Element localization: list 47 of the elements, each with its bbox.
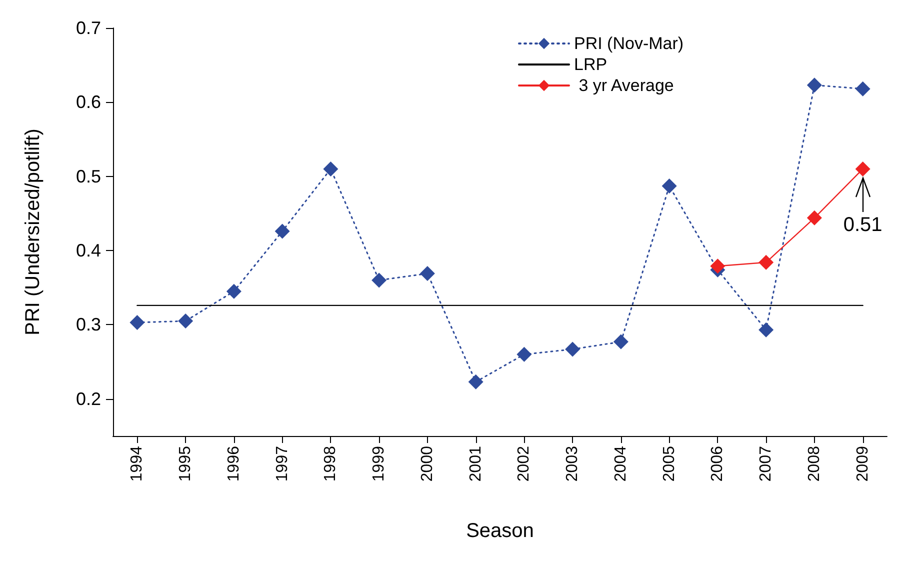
point [420, 266, 435, 282]
x-tick-label: 2003 [564, 446, 582, 482]
y-tick-label: 0.6 [76, 92, 101, 112]
y-tick-label: 0.2 [76, 388, 101, 409]
point [613, 334, 628, 350]
y-tick-label: 0.4 [76, 240, 101, 261]
point [130, 315, 145, 330]
point [710, 258, 726, 274]
x-tick-label: 1998 [322, 446, 340, 482]
y-tick-label: 0.5 [76, 166, 101, 186]
x-tick-label: 1996 [225, 446, 242, 482]
y-tick-label: 0.3 [76, 314, 101, 335]
x-tick-label: 2009 [854, 446, 872, 482]
x-tick-label: 2008 [806, 446, 823, 482]
point [226, 284, 242, 299]
point [662, 178, 677, 194]
point [323, 161, 338, 176]
point [178, 314, 194, 329]
point [516, 346, 532, 362]
x-tick-label: 1999 [370, 446, 388, 482]
x-tick-label: 2007 [758, 446, 775, 482]
x-tick-label: 2001 [467, 446, 484, 482]
point [372, 272, 387, 288]
point [274, 224, 290, 239]
y-tick-label: 0.7 [76, 18, 101, 38]
x-tick-label: 2005 [660, 446, 678, 482]
point [758, 254, 774, 270]
point [855, 81, 870, 96]
x-tick-label: 2002 [516, 446, 533, 482]
annotation: 0.51 [843, 214, 882, 236]
point [806, 78, 822, 93]
legend-label: 3 yr Average [574, 76, 674, 95]
y-axis-title: PRI (Undersized/potlift) [22, 128, 44, 336]
point [758, 322, 774, 338]
x-tick-label: 2004 [612, 446, 630, 482]
legend-label: LRP [574, 55, 608, 74]
point [565, 342, 580, 357]
x-tick-label: 2006 [709, 446, 726, 482]
x-tick-label: 1995 [177, 446, 194, 482]
x-tick-label: 2000 [418, 446, 436, 482]
point [855, 161, 870, 176]
x-tick-label: 1994 [128, 446, 146, 482]
legend-label: PRI (Nov-Mar) [574, 34, 684, 53]
x-tick-label: 1997 [274, 446, 291, 482]
point [468, 374, 484, 390]
x-axis-title: Season [466, 520, 534, 542]
point [806, 210, 822, 226]
